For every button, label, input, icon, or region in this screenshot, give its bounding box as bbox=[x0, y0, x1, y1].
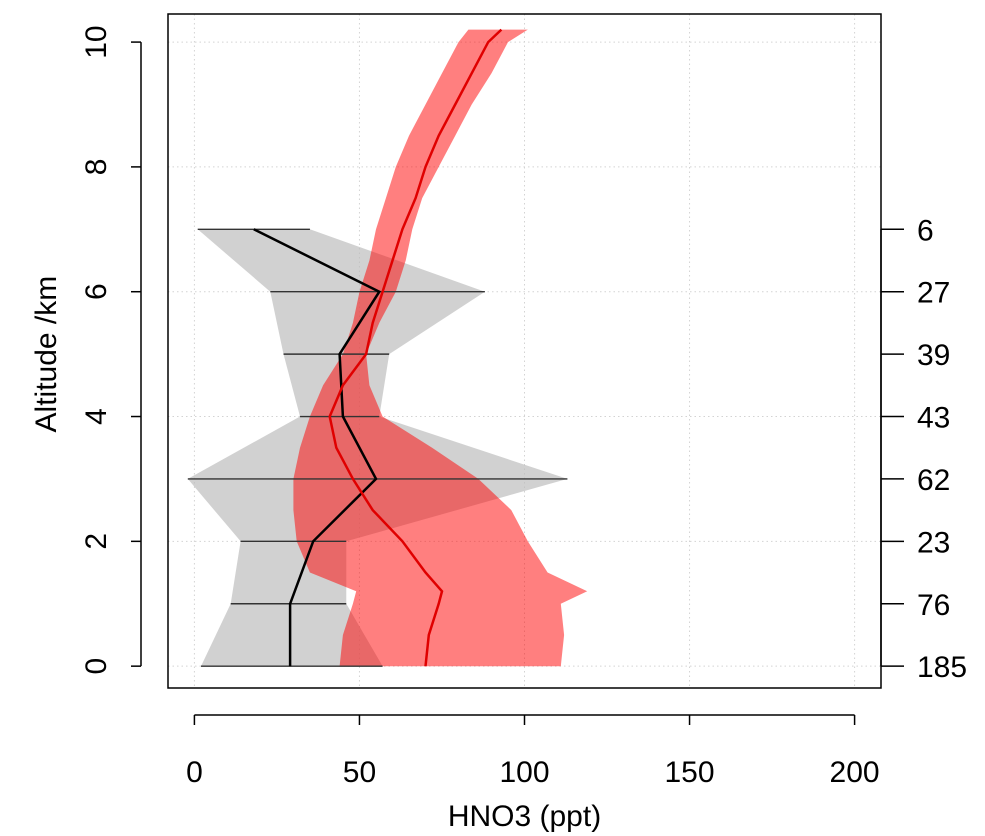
x-tick-label: 0 bbox=[186, 756, 203, 789]
y-axis-label: Altitude /km bbox=[30, 276, 63, 433]
x-tick-label: 50 bbox=[343, 756, 376, 789]
x-axis-label: HNO3 (ppt) bbox=[448, 800, 601, 833]
y-tick-label: 2 bbox=[80, 533, 113, 550]
right-count-label: 62 bbox=[917, 464, 950, 497]
x-tick-label: 200 bbox=[830, 756, 880, 789]
right-count-label: 39 bbox=[917, 339, 950, 372]
x-tick-label: 150 bbox=[665, 756, 715, 789]
y-tick-label: 6 bbox=[80, 283, 113, 300]
right-count-label: 76 bbox=[917, 589, 950, 622]
model-band bbox=[293, 29, 588, 667]
axes: 0 50 100 150 200 0 2 4 6 8 10 6 27 39 43 62 23 76 185 bbox=[80, 25, 967, 789]
right-count-label: 23 bbox=[917, 526, 950, 559]
y-tick-label: 0 bbox=[80, 658, 113, 675]
series-lines bbox=[253, 28, 503, 667]
observation-median-line bbox=[253, 228, 382, 667]
right-count-label: 27 bbox=[917, 277, 950, 310]
model-median-line bbox=[328, 28, 503, 667]
right-count-label: 6 bbox=[917, 214, 934, 247]
y-tick-label: 10 bbox=[80, 25, 113, 58]
right-count-label: 43 bbox=[917, 402, 950, 435]
y-tick-label: 4 bbox=[80, 408, 113, 425]
x-tick-label: 100 bbox=[499, 756, 549, 789]
right-count-label: 185 bbox=[917, 651, 967, 684]
uncertainty-bands bbox=[187, 29, 588, 667]
y-tick-label: 8 bbox=[80, 159, 113, 176]
